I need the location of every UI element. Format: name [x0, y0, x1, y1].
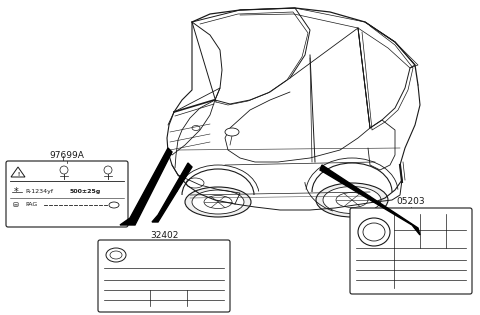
FancyBboxPatch shape [98, 240, 230, 312]
Ellipse shape [192, 190, 244, 214]
FancyBboxPatch shape [350, 208, 472, 294]
Text: 97699A: 97699A [49, 152, 84, 161]
Text: *: * [13, 187, 18, 197]
Polygon shape [152, 163, 192, 222]
Text: ⚠: ⚠ [60, 168, 68, 178]
Text: 32402: 32402 [150, 231, 178, 239]
Polygon shape [120, 148, 172, 225]
Text: 500±25g: 500±25g [70, 188, 101, 193]
Ellipse shape [185, 187, 251, 217]
Polygon shape [11, 167, 25, 177]
FancyBboxPatch shape [6, 161, 128, 227]
Polygon shape [320, 165, 420, 235]
Text: !: ! [17, 171, 19, 176]
Text: 05203: 05203 [396, 198, 425, 207]
Ellipse shape [225, 128, 239, 136]
Text: PAG: PAG [25, 203, 37, 208]
Text: R-1234yf: R-1234yf [25, 188, 53, 193]
Text: ⛁: ⛁ [13, 202, 19, 208]
Ellipse shape [323, 186, 381, 214]
Ellipse shape [316, 183, 388, 217]
